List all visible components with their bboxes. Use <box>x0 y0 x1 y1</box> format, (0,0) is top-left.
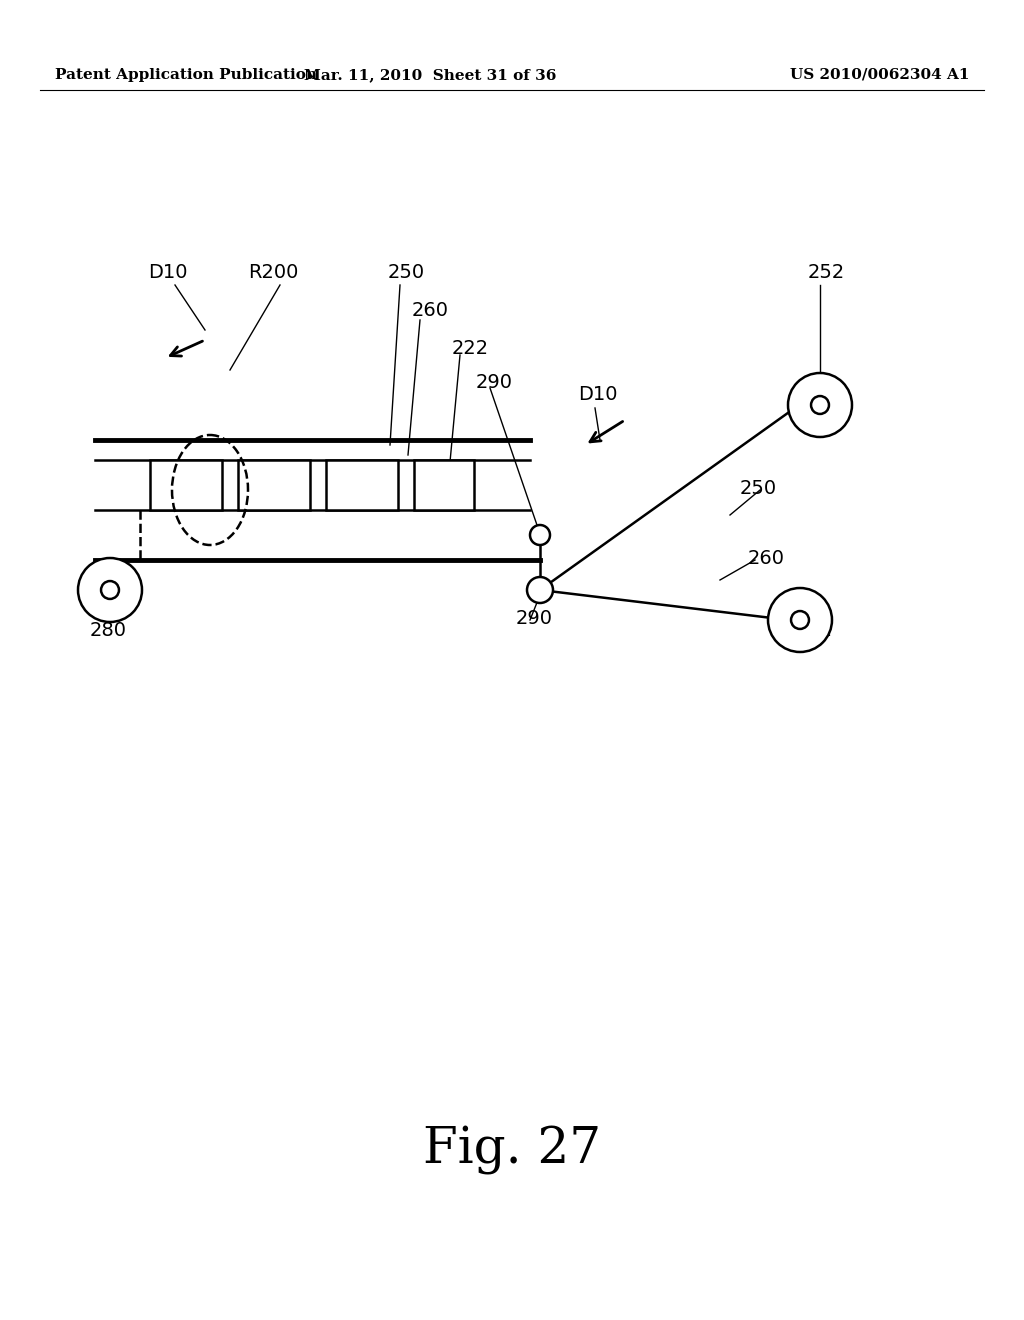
Text: Fig. 27: Fig. 27 <box>423 1125 601 1175</box>
Circle shape <box>78 558 142 622</box>
Text: US 2010/0062304 A1: US 2010/0062304 A1 <box>791 69 970 82</box>
Text: Mar. 11, 2010  Sheet 31 of 36: Mar. 11, 2010 Sheet 31 of 36 <box>304 69 556 82</box>
Circle shape <box>530 525 550 545</box>
Bar <box>326 459 398 510</box>
Text: 222: 222 <box>452 338 489 358</box>
Circle shape <box>101 581 119 599</box>
Text: 252: 252 <box>808 263 845 281</box>
Text: 262: 262 <box>796 620 834 639</box>
Circle shape <box>527 577 553 603</box>
Text: 250: 250 <box>388 263 425 281</box>
Bar <box>150 459 222 510</box>
Text: Patent Application Publication: Patent Application Publication <box>55 69 317 82</box>
Text: D10: D10 <box>578 385 617 404</box>
Circle shape <box>791 611 809 628</box>
Text: R200: R200 <box>248 263 298 281</box>
Bar <box>238 459 310 510</box>
Text: 250: 250 <box>740 479 777 498</box>
Circle shape <box>788 374 852 437</box>
Circle shape <box>811 396 829 414</box>
Circle shape <box>768 587 831 652</box>
Bar <box>414 459 474 510</box>
Text: 280: 280 <box>90 620 127 639</box>
Text: D10: D10 <box>148 263 187 281</box>
Text: 260: 260 <box>412 301 449 319</box>
Text: 290: 290 <box>516 609 553 627</box>
Text: 260: 260 <box>748 549 785 568</box>
Text: 290: 290 <box>476 372 513 392</box>
